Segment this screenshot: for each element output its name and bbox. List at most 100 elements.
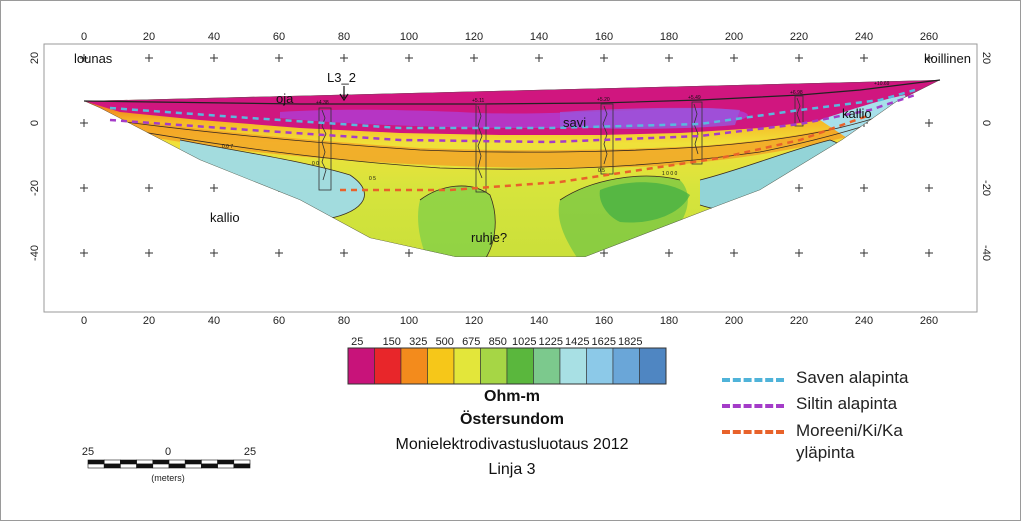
grid-cross	[665, 54, 673, 62]
grid-cross	[925, 119, 933, 127]
x-tick-top: 100	[400, 31, 418, 43]
grid-cross	[340, 249, 348, 257]
grid-cross	[275, 249, 283, 257]
x-tick-bottom: 20	[143, 315, 155, 327]
x-tick-bottom: 220	[790, 315, 808, 327]
scale-segment	[201, 459, 218, 465]
colorbar-tick-label: 500	[436, 336, 454, 348]
y-tick-right: 0	[980, 120, 992, 126]
elevation-label: +5.20	[597, 97, 610, 103]
scale-segment	[201, 463, 218, 469]
x-tick-bottom: 140	[530, 315, 548, 327]
grid-cross	[210, 249, 218, 257]
contour-label: 0 5	[369, 176, 376, 182]
x-tick-bottom: 160	[595, 315, 613, 327]
x-axis-top: 0 20 40 60 80 100 120 140 160 180 200 22…	[81, 31, 938, 43]
x-tick-top: 120	[465, 31, 483, 43]
grid-cross	[535, 54, 543, 62]
legend-label: Siltin alapinta	[796, 394, 898, 413]
colorbar-swatch	[533, 347, 561, 385]
y-tick-right: -40	[980, 245, 992, 261]
colorbar-tick-label: 150	[383, 336, 401, 348]
x-tick-bottom: 100	[400, 315, 418, 327]
scale-segment	[152, 459, 170, 465]
legend-label: Saven alapinta	[796, 368, 909, 387]
label-northeast: koillinen	[924, 51, 971, 66]
elevation-label: +10.69	[874, 81, 890, 87]
scale-segment	[87, 463, 105, 469]
grid-cross	[730, 54, 738, 62]
grid-cross	[340, 54, 348, 62]
contour-label: 0 0	[312, 161, 319, 167]
x-tick-bottom: 120	[465, 315, 483, 327]
colorbar-swatch	[639, 347, 667, 385]
grid-cross	[600, 249, 608, 257]
scale-unit-label: (meters)	[151, 473, 185, 483]
grid-cross	[795, 249, 803, 257]
y-axis-left: 20 0 -20 -40	[29, 52, 41, 261]
scale-segment	[184, 459, 202, 465]
scale-segment	[217, 459, 235, 465]
elevation-label: +5.11	[472, 98, 484, 104]
contour-label: 0.0 7	[222, 144, 233, 150]
x-tick-bottom: 80	[338, 315, 350, 327]
saven-alapinta-line	[109, 88, 916, 130]
legend-swatch	[722, 430, 784, 434]
scale-left-label: 25	[82, 446, 94, 458]
x-tick-top: 180	[660, 31, 678, 43]
colorbar-tick-label: 1225	[539, 336, 563, 348]
grid-cross	[80, 184, 88, 192]
grid-cross	[210, 54, 218, 62]
x-tick-bottom: 0	[81, 315, 87, 327]
y-tick-left: 0	[29, 120, 41, 126]
colorbar: 25 150 325 500 675 850 1025 1225 1425 1625 1825	[347, 336, 667, 385]
label-ruhje: ruhje?	[471, 230, 507, 245]
scale-segment	[168, 459, 186, 465]
x-tick-bottom: 40	[208, 315, 220, 327]
colorbar-swatch	[347, 347, 375, 385]
label-sounding-id: L3_2	[327, 70, 356, 85]
colorbar-swatch	[427, 347, 455, 385]
colorbar-frame	[347, 347, 667, 385]
label-oja: oja	[276, 91, 294, 106]
x-tick-top: 160	[595, 31, 613, 43]
label-kallio-left: kallio	[210, 210, 240, 225]
label-savi: savi	[563, 115, 586, 130]
figure-subtitle: Monielektrodivastusluotaus 2012	[395, 436, 629, 453]
colorbar-tick-label: 1825	[618, 336, 642, 348]
scale-segment	[87, 459, 105, 465]
colorbar-swatch	[400, 347, 428, 385]
label-kallio-right: kallio	[842, 106, 872, 121]
x-tick-top: 220	[790, 31, 808, 43]
scale-segment	[120, 459, 137, 465]
colorbar-tick-label: 675	[462, 336, 480, 348]
x-tick-bottom: 60	[273, 315, 285, 327]
grid-cross	[730, 249, 738, 257]
elevation-label: +6.98	[790, 90, 803, 96]
contour-label: 1 0 0 0	[662, 171, 678, 177]
grid-cross	[80, 119, 88, 127]
x-tick-top: 80	[338, 31, 350, 43]
grid-cross	[925, 54, 933, 62]
colorbar-tick-label: 1425	[565, 336, 589, 348]
legend-swatch	[722, 404, 784, 408]
scale-segment	[233, 463, 251, 469]
ground-surface-line	[83, 79, 941, 105]
x-tick-top: 20	[143, 31, 155, 43]
x-tick-top: 260	[920, 31, 938, 43]
grid-cross	[210, 184, 218, 192]
unit-label: Ohm-m	[484, 388, 540, 405]
x-tick-top: 140	[530, 31, 548, 43]
scale-segment	[120, 463, 137, 469]
scale-segment	[217, 463, 235, 469]
x-tick-bottom: 260	[920, 315, 938, 327]
plot-area-border	[43, 43, 978, 313]
y-tick-left: -20	[29, 180, 41, 196]
legend-swatch	[722, 378, 784, 382]
contour-label: 0.5	[598, 168, 605, 174]
grid-cross	[405, 249, 413, 257]
legend-item-moreeni: Moreeni/Ki/Ka yläpinta	[722, 420, 903, 464]
x-axis-bottom: 0 20 40 60 80 100 120 140 160 180 200 22…	[81, 315, 938, 327]
grid-cross	[145, 184, 153, 192]
